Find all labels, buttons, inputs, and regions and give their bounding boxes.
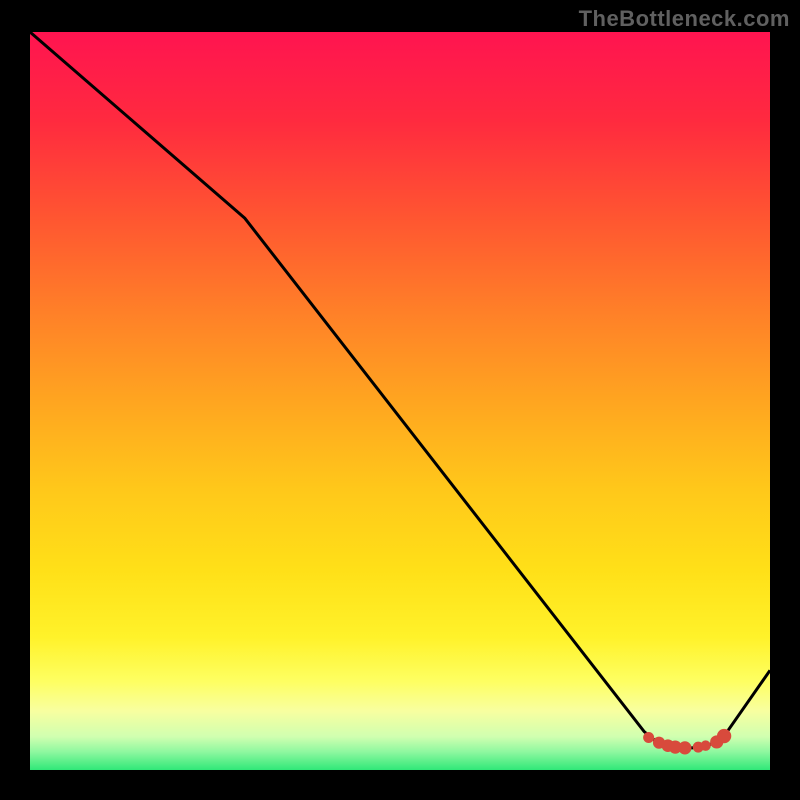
chart-marker	[700, 740, 710, 750]
chart-marker	[717, 729, 731, 743]
chart-marker	[678, 741, 691, 754]
bottleneck-chart	[0, 0, 800, 800]
chart-background	[30, 32, 770, 770]
chart-marker	[643, 732, 654, 743]
